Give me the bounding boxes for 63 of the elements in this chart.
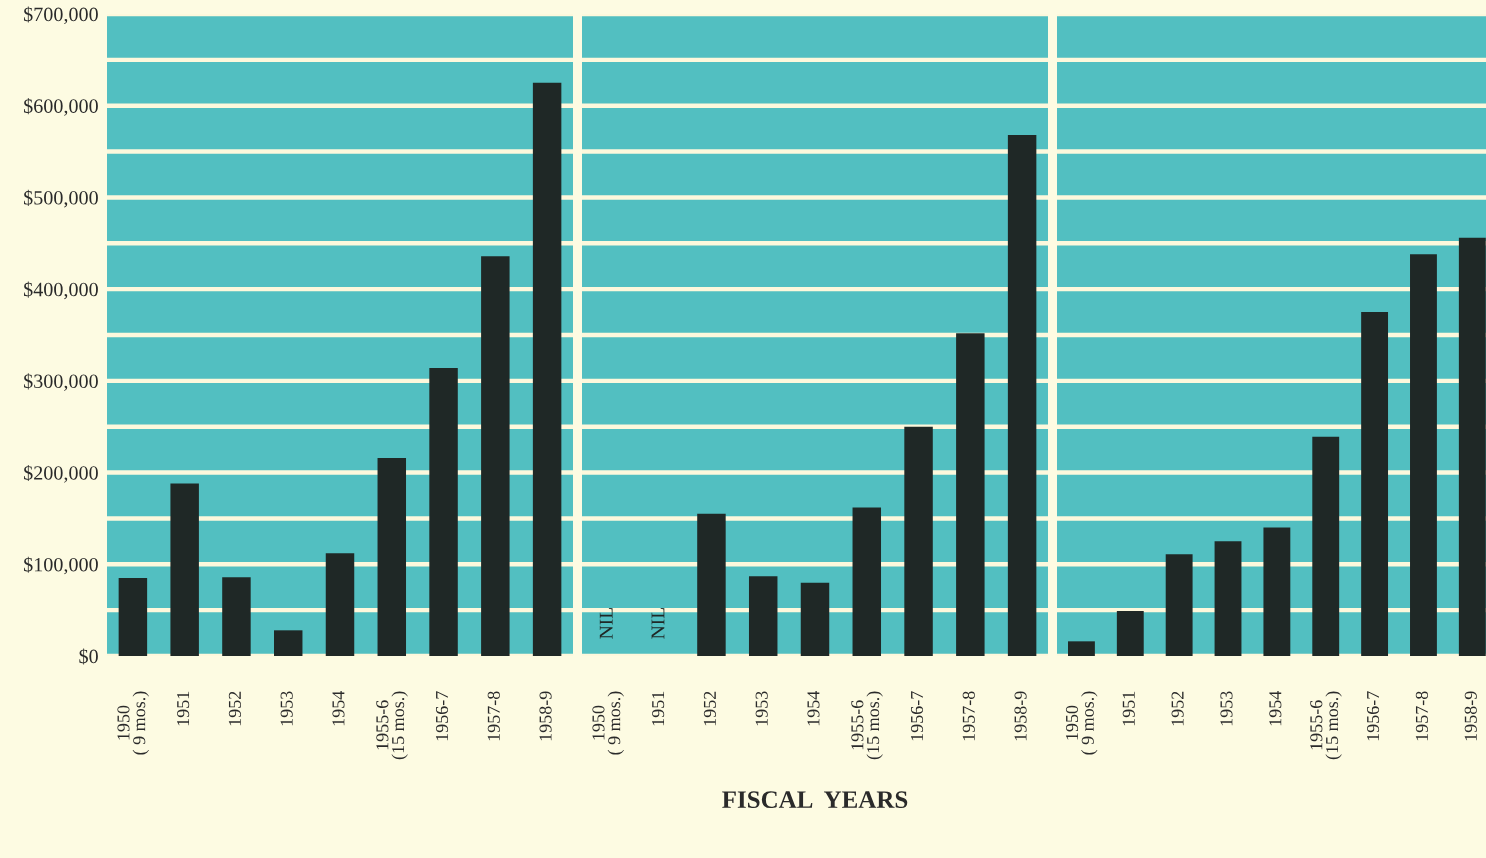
bar [1165, 554, 1193, 656]
x-tick-label: 1954 [1269, 691, 1282, 726]
x-tick-label: 1953 [1220, 691, 1233, 726]
bar [748, 576, 778, 656]
x-axis-title: FISCAL YEARS [722, 791, 908, 809]
x-tick-label: 1950 ( 9 mos.) [117, 691, 149, 755]
x-tick-label: 1954 [807, 691, 820, 726]
bar [1116, 611, 1144, 656]
x-tick-label: 1956-7 [435, 691, 449, 741]
bar [118, 578, 148, 656]
y-tick-label: $0 [79, 648, 98, 665]
x-tick-label: 1950 ( 9 mos.) [592, 691, 624, 755]
bar [170, 483, 199, 656]
x-tick-label: 1955-6 (15 mos.) [1310, 691, 1342, 760]
bar [1361, 312, 1389, 656]
x-tick-label: 1951 [652, 691, 665, 726]
bar [1458, 237, 1486, 656]
x-tick-label: 1956-7 [1366, 691, 1380, 741]
x-tick-label: 1957-8 [962, 691, 975, 741]
x-tick-label: 1953 [280, 691, 293, 726]
annotation: NIL [599, 608, 613, 639]
y-tick-label: $200,000 [24, 464, 98, 483]
x-tick-label: 1955-6 (15 mos.) [376, 691, 408, 760]
x-tick-label: 1951 [1122, 691, 1135, 726]
bar [1263, 527, 1291, 656]
bar [273, 630, 303, 656]
bar [481, 256, 510, 656]
y-tick-label: $600,000 [24, 98, 98, 116]
bar [800, 582, 830, 656]
bar [222, 577, 251, 656]
x-tick-label: 1952 [703, 691, 716, 726]
bar [697, 513, 726, 656]
x-tick-label: 1958-9 [1464, 691, 1477, 741]
x-tick-label: 1952 [228, 691, 241, 726]
x-tick-label: 1957-8 [487, 691, 500, 741]
x-tick-label: 1950 ( 9 mos.) [1065, 691, 1098, 755]
bar [1007, 135, 1037, 656]
bar [325, 553, 355, 656]
x-tick-label: 1958-9 [539, 691, 552, 741]
bar [1410, 254, 1437, 656]
bar [532, 82, 562, 656]
bar [429, 368, 458, 656]
x-tick-label: 1953 [755, 691, 768, 726]
x-tick-label: 1952 [1171, 691, 1184, 726]
annotation: NIL [651, 608, 665, 639]
y-tick-label: $400,000 [24, 281, 98, 300]
y-tick-label: $500,000 [24, 189, 98, 208]
x-tick-label: 1951 [177, 691, 190, 726]
bar [1067, 641, 1095, 656]
bar [904, 426, 933, 656]
x-tick-label: 1955-6 (15 mos.) [851, 691, 883, 760]
bar [956, 333, 985, 656]
x-tick-label: 1957-8 [1415, 691, 1428, 741]
bar [1214, 541, 1242, 656]
y-tick-label: $300,000 [24, 373, 98, 391]
bar [852, 507, 882, 656]
bar [1312, 436, 1340, 656]
x-tick-label: 1954 [332, 691, 345, 726]
x-tick-label: 1956-7 [910, 691, 924, 741]
x-tick-label: 1958-9 [1014, 691, 1027, 741]
y-tick-label: $700,000 [24, 6, 98, 25]
bar [377, 457, 407, 656]
y-tick-label: $100,000 [24, 556, 98, 575]
